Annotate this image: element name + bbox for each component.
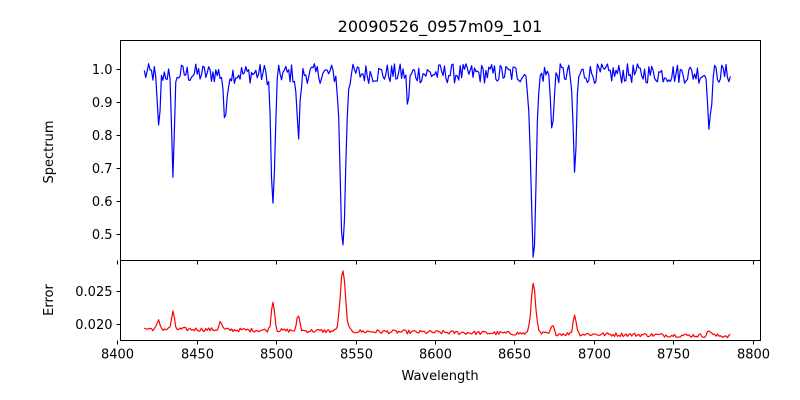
spectrum-y-tick-label: 0.7	[92, 162, 113, 177]
error-x-tick-label: 8750	[657, 348, 690, 363]
spectrum-x-ticks	[117, 260, 754, 265]
error-x-tick-label: 8650	[498, 348, 531, 363]
spectrum-y-tick-label: 0.6	[92, 195, 113, 210]
error-y-axis-label: Error	[42, 284, 57, 316]
error-x-tick-label: 8700	[578, 348, 611, 363]
spectrum-y-ticks: 0.5 0.6 0.7 0.8 0.9 1.0	[92, 63, 121, 243]
error-x-tick-label: 8500	[260, 348, 293, 363]
error-x-tick-label: 8400	[101, 348, 134, 363]
error-series	[144, 270, 731, 339]
spectrum-y-axis-label: Spectrum	[42, 121, 57, 184]
spectrum-series	[143, 63, 731, 258]
error-panel: Error Wavelength 0.020 0.025 8400 8450 8500…	[42, 260, 770, 384]
error-line	[144, 270, 731, 339]
x-axis-label: Wavelength	[401, 369, 478, 384]
error-x-tick-label: 8450	[181, 348, 214, 363]
error-x-tick-label: 8600	[419, 348, 452, 363]
spectrum-line	[143, 63, 731, 258]
error-x-ticks: 8400 8450 8500 8550 8600 8650 8700 8750 8800	[101, 340, 770, 363]
chart-title: 20090526_0957m09_101	[338, 17, 543, 37]
error-y-tick-label: 0.020	[75, 318, 112, 333]
error-axes-frame	[120, 260, 761, 341]
error-x-tick-label: 8800	[737, 348, 770, 363]
spectrum-y-tick-label: 0.5	[92, 228, 113, 243]
error-x-tick-label: 8550	[340, 348, 373, 363]
error-y-ticks: 0.020 0.025	[75, 285, 121, 333]
spectrum-y-tick-label: 0.9	[92, 96, 113, 111]
error-y-tick-label: 0.025	[75, 285, 112, 300]
spectrum-y-tick-label: 0.8	[92, 129, 113, 144]
spectrum-y-tick-label: 1.0	[92, 63, 113, 78]
